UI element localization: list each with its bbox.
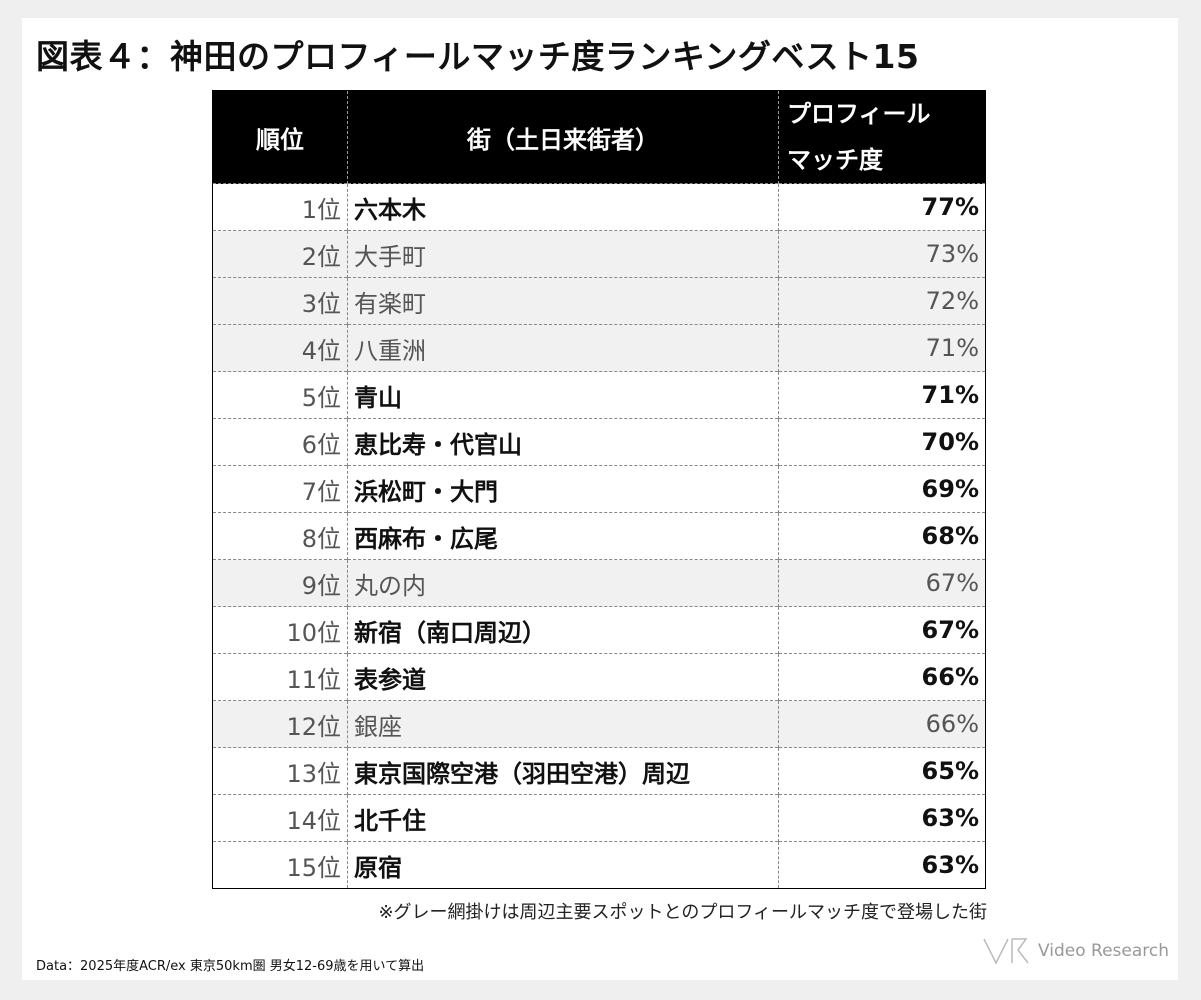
- rank-cell: 14位: [212, 794, 348, 842]
- table-row: 9位 丸の内 67%: [212, 559, 986, 607]
- table-row: 6位 恵比寿・代官山 70%: [212, 418, 986, 466]
- table-row: 8位 西麻布・広尾 68%: [212, 512, 986, 560]
- town-cell: 西麻布・広尾: [347, 512, 779, 560]
- logo-text: Video Research: [1038, 941, 1170, 961]
- town-cell: 大手町: [347, 230, 779, 278]
- rank-cell: 9位: [212, 559, 348, 607]
- video-research-logo: Video Research: [982, 936, 1169, 966]
- match-cell: 73%: [778, 230, 986, 278]
- header-rank: 順位: [212, 90, 348, 184]
- rank-cell: 7位: [212, 465, 348, 513]
- town-cell: 六本木: [347, 183, 779, 231]
- ranking-table-body: 1位 六本木 77% 2位 大手町 73% 3位 有楽町 72% 4位 八重洲 71% 5位 青山 71% 6…: [212, 183, 986, 889]
- town-cell: 八重洲: [347, 324, 779, 372]
- town-cell: 青山: [347, 371, 779, 419]
- rank-cell: 13位: [212, 747, 348, 795]
- town-cell: 銀座: [347, 700, 779, 748]
- rank-cell: 6位: [212, 418, 348, 466]
- vr-logo-icon: [983, 938, 1029, 965]
- town-cell: 北千住: [347, 794, 779, 842]
- rank-cell: 1位: [212, 183, 348, 231]
- rank-cell: 10位: [212, 606, 348, 654]
- match-cell: 66%: [778, 653, 986, 701]
- match-cell: 68%: [778, 512, 986, 560]
- rank-cell: 8位: [212, 512, 348, 560]
- town-cell: 原宿: [347, 841, 779, 889]
- match-cell: 63%: [778, 841, 986, 889]
- rank-cell: 11位: [212, 653, 348, 701]
- match-cell: 63%: [778, 794, 986, 842]
- town-cell: 恵比寿・代官山: [347, 418, 779, 466]
- table-row: 5位 青山 71%: [212, 371, 986, 419]
- table-row: 4位 八重洲 71%: [212, 324, 986, 372]
- table-row: 14位 北千住 63%: [212, 794, 986, 842]
- page-title: 図表４：神田のプロフィールマッチ度ランキングベスト15: [36, 37, 920, 76]
- data-source: Data：2025年度ACR/ex 東京50km圏 男女12-69歳を用いて算出: [36, 959, 425, 974]
- town-cell: 浜松町・大門: [347, 465, 779, 513]
- match-cell: 70%: [778, 418, 986, 466]
- table-row: 11位 表参道 66%: [212, 653, 986, 701]
- match-cell: 66%: [778, 700, 986, 748]
- match-cell: 71%: [778, 371, 986, 419]
- match-cell: 67%: [778, 606, 986, 654]
- town-cell: 東京国際空港（羽田空港）周辺: [347, 747, 779, 795]
- table-row: 15位 原宿 63%: [212, 841, 986, 889]
- table-row: 1位 六本木 77%: [212, 183, 986, 231]
- ranking-table: 順位 街（土日来街者） プロフィール マッチ度 1位 六本木 77% 2位 大手町 73%…: [212, 90, 986, 889]
- table-row: 13位 東京国際空港（羽田空港）周辺 65%: [212, 747, 986, 795]
- table-row: 2位 大手町 73%: [212, 230, 986, 278]
- match-cell: 67%: [778, 559, 986, 607]
- match-cell: 72%: [778, 277, 986, 325]
- rank-cell: 12位: [212, 700, 348, 748]
- town-cell: 新宿（南口周辺）: [347, 606, 779, 654]
- table-header-row: 順位 街（土日来街者） プロフィール マッチ度: [212, 90, 986, 184]
- town-cell: 丸の内: [347, 559, 779, 607]
- match-cell: 69%: [778, 465, 986, 513]
- match-cell: 71%: [778, 324, 986, 372]
- footnote: ※グレー網掛けは周辺主要スポットとのプロフィールマッチ度で登場した街: [378, 902, 987, 923]
- header-match: プロフィール マッチ度: [778, 90, 986, 184]
- table-row: 3位 有楽町 72%: [212, 277, 986, 325]
- rank-cell: 4位: [212, 324, 348, 372]
- match-cell: 65%: [778, 747, 986, 795]
- town-cell: 表参道: [347, 653, 779, 701]
- match-cell: 77%: [778, 183, 986, 231]
- rank-cell: 15位: [212, 841, 348, 889]
- rank-cell: 5位: [212, 371, 348, 419]
- table-row: 10位 新宿（南口周辺） 67%: [212, 606, 986, 654]
- table-row: 7位 浜松町・大門 69%: [212, 465, 986, 513]
- rank-cell: 3位: [212, 277, 348, 325]
- town-cell: 有楽町: [347, 277, 779, 325]
- header-town: 街（土日来街者）: [347, 90, 779, 184]
- rank-cell: 2位: [212, 230, 348, 278]
- table-row: 12位 銀座 66%: [212, 700, 986, 748]
